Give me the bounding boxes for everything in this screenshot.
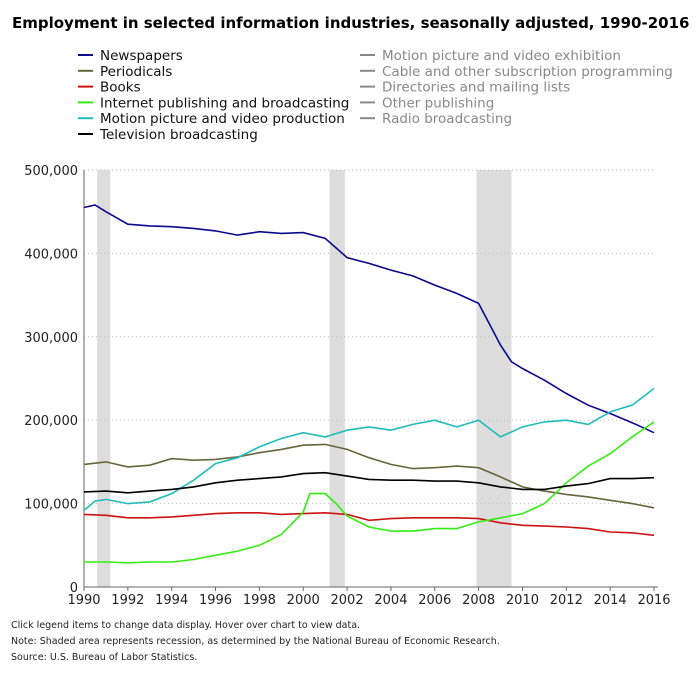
- y-tick-label: 500,000: [24, 164, 78, 179]
- x-tick-label: 2014: [594, 593, 627, 608]
- series-line-books: [83, 511, 655, 537]
- x-tick-label: 2002: [331, 593, 364, 608]
- legend-item[interactable]: Other publishing: [382, 95, 494, 111]
- series-line-periodicals: [83, 443, 655, 509]
- y-tick-label: 200,000: [24, 414, 78, 429]
- recession-band: [329, 170, 345, 587]
- legend-item[interactable]: Radio broadcasting: [382, 111, 512, 127]
- legend-item[interactable]: Directories and mailing lists: [382, 80, 570, 96]
- x-tick-label: 2006: [418, 593, 451, 608]
- y-tick-label: 0: [70, 581, 78, 596]
- instructions-note: Click legend items to change data displa…: [11, 620, 361, 631]
- x-tick-label: 2016: [637, 593, 670, 608]
- legend-item[interactable]: Periodicals: [100, 64, 172, 80]
- x-tick-label: 1992: [111, 593, 144, 608]
- x-tick-label: 1998: [243, 593, 276, 608]
- legend-item[interactable]: Television broadcasting: [99, 127, 258, 143]
- series-line-motion-picture-and-video-production: [83, 387, 655, 511]
- legend-item[interactable]: Internet publishing and broadcasting: [100, 95, 349, 111]
- recession-note: Note: Shaded area represents recession, …: [11, 636, 500, 647]
- legend-item[interactable]: Motion picture and video production: [100, 111, 345, 127]
- x-tick-label: 1994: [155, 593, 188, 608]
- series-line-internet-publishing-and-broadcasting: [84, 421, 655, 564]
- recession-band: [97, 170, 111, 587]
- legend-item[interactable]: Books: [100, 80, 141, 96]
- series-line-newspapers: [83, 204, 655, 434]
- x-tick-label: 2012: [550, 593, 583, 608]
- y-tick-label: 400,000: [24, 247, 78, 262]
- y-tick-label: 100,000: [24, 498, 78, 513]
- x-tick-label: 1990: [67, 593, 100, 608]
- x-tick-label: 2010: [506, 593, 539, 608]
- y-tick-label: 300,000: [24, 331, 78, 346]
- series-line-television-broadcasting: [83, 471, 655, 494]
- source-note: Source: U.S. Bureau of Labor Statistics.: [11, 652, 198, 663]
- x-tick-label: 2000: [287, 593, 320, 608]
- legend-item[interactable]: Cable and other subscription programming: [382, 64, 673, 80]
- legend-item[interactable]: Motion picture and video exhibition: [382, 48, 621, 64]
- legend-item[interactable]: Newspapers: [100, 48, 183, 64]
- x-tick-label: 2004: [374, 593, 407, 608]
- chart-title: Employment in selected information indus…: [12, 14, 690, 32]
- x-tick-label: 1996: [199, 593, 232, 608]
- x-tick-label: 2008: [462, 593, 495, 608]
- recession-band: [476, 170, 512, 587]
